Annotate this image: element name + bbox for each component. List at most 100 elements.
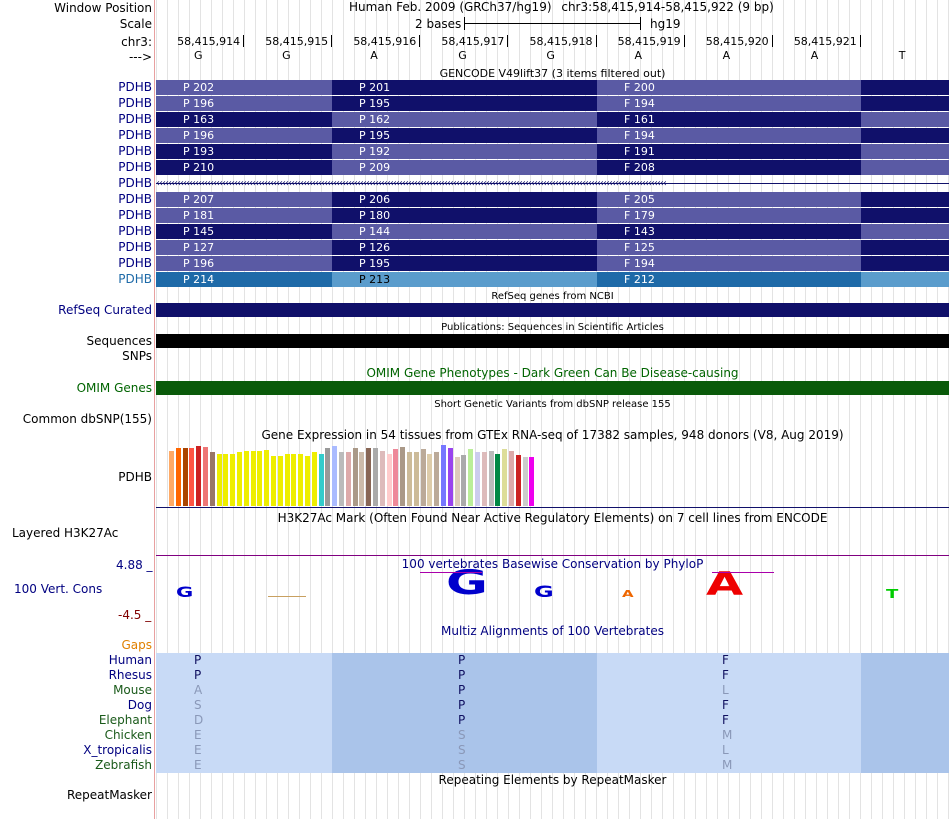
gtex-tissue-bar[interactable] (223, 454, 229, 506)
gencode-transcript-bar[interactable]: P 181 P 180 F 179 (156, 208, 949, 223)
sequences-label[interactable]: Sequences (86, 334, 152, 348)
gtex-tissue-bar[interactable] (169, 451, 174, 506)
gtex-tissue-bar[interactable] (495, 454, 501, 506)
gtex-tissue-bar[interactable] (352, 448, 358, 506)
gtex-tissue-bar[interactable] (373, 448, 378, 506)
conservation-label[interactable]: 100 Vert. Cons (14, 582, 103, 596)
gencode-exon-segment[interactable] (861, 80, 949, 95)
gencode-exon-segment[interactable]: F 200 (597, 80, 861, 95)
gencode-exon-segment[interactable] (861, 128, 949, 143)
gencode-exon-segment[interactable]: F 125 (597, 240, 861, 255)
gtex-tissue-bar[interactable] (339, 452, 344, 506)
gtex-tissue-bar[interactable] (481, 452, 487, 506)
gencode-exon-segment[interactable]: F 205 (597, 192, 861, 207)
gtex-tissue-bar[interactable] (203, 447, 208, 506)
gtex-tissue-bar[interactable] (400, 447, 406, 506)
gencode-exon-segment[interactable]: P 195 (332, 256, 597, 271)
gencode-exon-segment[interactable]: F 194 (597, 128, 861, 143)
gtex-tissue-bar[interactable] (522, 457, 528, 506)
gtex-tissue-bar[interactable] (196, 446, 202, 506)
gtex-tissue-bar[interactable] (271, 456, 276, 506)
gtex-tissue-bar[interactable] (427, 454, 433, 506)
gencode-transcript-bar[interactable]: P 145 P 144 F 143 (156, 224, 949, 239)
gencode-row-label[interactable]: PDHB (118, 192, 152, 206)
gtex-tissue-bar[interactable] (209, 452, 215, 506)
gtex-tissue-bar[interactable] (434, 452, 440, 506)
gencode-exon-segment[interactable]: P 207 (156, 192, 332, 207)
publications-sequence-bar[interactable] (156, 334, 949, 348)
gencode-transcript-bar[interactable]: P 196 P 195 F 194 (156, 128, 949, 143)
gencode-transcript-bar[interactable]: P 202 P 201 F 200 (156, 80, 949, 95)
gencode-row-label[interactable]: PDHB (118, 256, 152, 270)
gencode-exon-segment[interactable]: P 214 (156, 272, 332, 287)
gencode-exon-segment[interactable]: P 126 (332, 240, 597, 255)
gtex-tissue-bar[interactable] (345, 452, 351, 506)
multiz-species-label[interactable]: Rhesus (108, 668, 152, 682)
gtex-tissue-bar[interactable] (447, 448, 453, 506)
gtex-tissue-bar[interactable] (515, 455, 521, 506)
gencode-row-label[interactable]: PDHB (118, 272, 152, 286)
multiz-species-label[interactable]: Zebrafish (95, 758, 152, 772)
gtex-tissue-bar[interactable] (277, 456, 283, 506)
gencode-row-label[interactable]: PDHB (118, 96, 152, 110)
gtex-tissue-bar[interactable] (237, 452, 242, 506)
gtex-tissue-bar[interactable] (529, 457, 535, 506)
gtex-tissue-bar[interactable] (257, 451, 263, 506)
gencode-exon-segment[interactable]: P 209 (332, 160, 597, 175)
gtex-tissue-bar[interactable] (441, 445, 446, 506)
gencode-exon-segment[interactable]: P 210 (156, 160, 332, 175)
multiz-species-label[interactable]: Human (108, 653, 152, 667)
gencode-exon-segment[interactable]: P 202 (156, 80, 332, 95)
repeatmasker-label[interactable]: RepeatMasker (66, 788, 152, 802)
snps-label[interactable]: SNPs (122, 349, 152, 363)
gencode-exon-segment[interactable]: P 201 (332, 80, 597, 95)
gencode-exon-segment[interactable] (861, 192, 949, 207)
gtex-tissue-bar[interactable] (325, 448, 331, 506)
gencode-exon-segment[interactable]: F 194 (597, 96, 861, 111)
gencode-exon-segment[interactable] (861, 112, 949, 127)
gencode-row-label[interactable]: PDHB (118, 144, 152, 158)
gtex-tissue-bar[interactable] (250, 451, 256, 506)
gencode-exon-segment[interactable]: P 206 (332, 192, 597, 207)
gencode-exon-segment[interactable] (861, 272, 949, 287)
gtex-tissue-bar[interactable] (175, 448, 181, 506)
gencode-row-label[interactable]: PDHB (118, 176, 152, 190)
gencode-exon-segment[interactable]: F 161 (597, 112, 861, 127)
gencode-exon-segment[interactable]: F 191 (597, 144, 861, 159)
gencode-transcript-bar[interactable]: P 163 P 162 F 161 (156, 112, 949, 127)
gtex-tissue-bar[interactable] (332, 446, 338, 506)
gencode-row-label[interactable]: PDHB (118, 240, 152, 254)
gaps-label[interactable]: Gaps (121, 638, 152, 652)
multiz-species-label[interactable]: X_tropicalis (83, 743, 152, 757)
gtex-tissue-bar[interactable] (311, 452, 317, 506)
gencode-exon-segment[interactable]: P 127 (156, 240, 332, 255)
multiz-species-label[interactable]: Dog (127, 698, 152, 712)
dbsnp-label[interactable]: Common dbSNP(155) (22, 412, 152, 426)
gtex-tissue-bar[interactable] (475, 452, 480, 506)
gencode-exon-segment[interactable]: P 196 (156, 128, 332, 143)
gtex-tissue-bar[interactable] (502, 449, 508, 506)
gencode-exon-segment[interactable]: P 195 (332, 96, 597, 111)
gencode-exon-segment[interactable]: P 163 (156, 112, 332, 127)
gencode-transcript-bar[interactable]: P 196 P 195 F 194 (156, 256, 949, 271)
refseq-gene-bar[interactable] (156, 303, 949, 317)
omim-label[interactable]: OMIM Genes (76, 381, 152, 395)
gtex-tissue-bar[interactable] (393, 449, 399, 506)
gtex-tissue-bar[interactable] (413, 452, 419, 506)
gencode-row-label[interactable]: PDHB (118, 112, 152, 126)
gencode-exon-segment[interactable] (861, 256, 949, 271)
gencode-row-label[interactable]: PDHB (118, 160, 152, 174)
gencode-exon-segment[interactable]: P 144 (332, 224, 597, 239)
gtex-expression-chart[interactable] (169, 445, 539, 506)
multiz-species-label[interactable]: Mouse (113, 683, 152, 697)
gtex-tissue-bar[interactable] (291, 454, 297, 506)
gencode-exon-segment[interactable]: F 143 (597, 224, 861, 239)
gtex-tissue-bar[interactable] (182, 448, 188, 506)
gencode-exon-segment[interactable] (861, 208, 949, 223)
